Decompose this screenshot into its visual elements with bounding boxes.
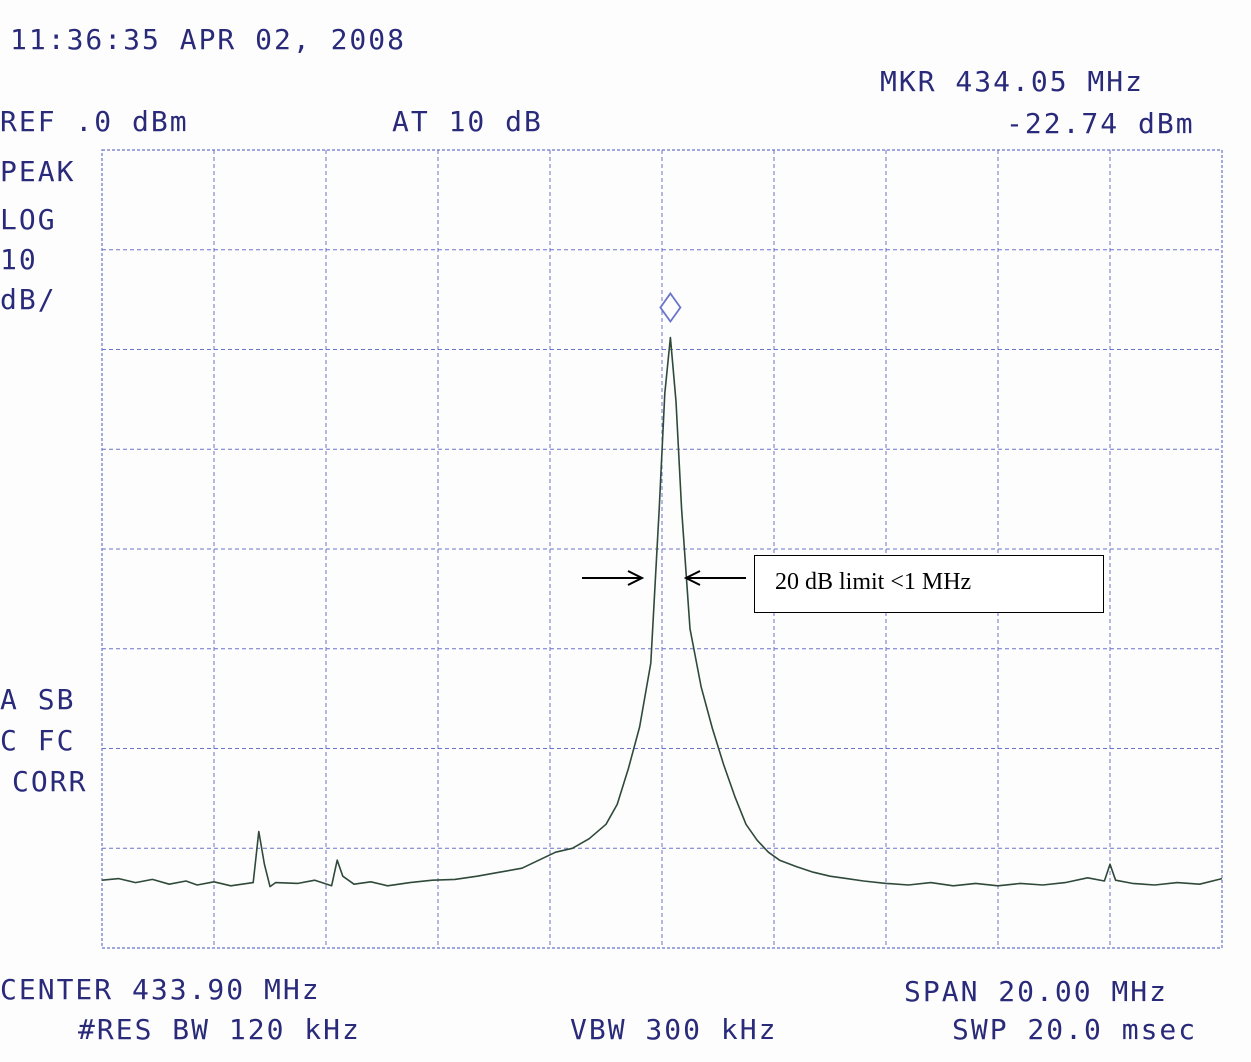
scale-unit: dB/ bbox=[0, 283, 57, 316]
graticule bbox=[101, 149, 1223, 949]
annotation-text: 20 dB limit <1 MHz bbox=[775, 569, 972, 595]
sweep-time: SWP 20.0 msec bbox=[952, 1013, 1198, 1046]
center-frequency: CENTER 433.90 MHz bbox=[0, 973, 321, 1006]
fc-indicator: C FC bbox=[0, 724, 76, 757]
spectrum-trace bbox=[101, 336, 1223, 888]
sb-indicator: A SB bbox=[0, 683, 76, 716]
frequency-span: SPAN 20.00 MHz bbox=[904, 975, 1169, 1008]
corr-indicator: CORR bbox=[12, 765, 88, 798]
right-arrowhead bbox=[683, 570, 701, 586]
annotation-box: 20 dB limit <1 MHz bbox=[754, 555, 1104, 613]
scale-value: 10 bbox=[0, 243, 38, 276]
reference-level: REF .0 dBm bbox=[0, 105, 189, 138]
marker-diamond bbox=[659, 291, 682, 324]
annotation-arrows bbox=[582, 570, 746, 586]
marker-group bbox=[659, 291, 682, 324]
resolution-bandwidth: #RES BW 120 kHz bbox=[78, 1013, 361, 1046]
trace-group bbox=[101, 336, 1223, 888]
detector-mode: PEAK bbox=[0, 155, 76, 188]
scale-type: LOG bbox=[0, 203, 57, 236]
attenuation: AT 10 dB bbox=[392, 105, 543, 138]
marker-frequency: MKR 434.05 MHz bbox=[880, 65, 1145, 98]
left-arrowhead bbox=[627, 570, 645, 586]
video-bandwidth: VBW 300 kHz bbox=[570, 1013, 778, 1046]
timestamp: 11:36:35 APR 02, 2008 bbox=[10, 23, 407, 56]
marker-level: -22.74 dBm bbox=[1006, 107, 1195, 140]
